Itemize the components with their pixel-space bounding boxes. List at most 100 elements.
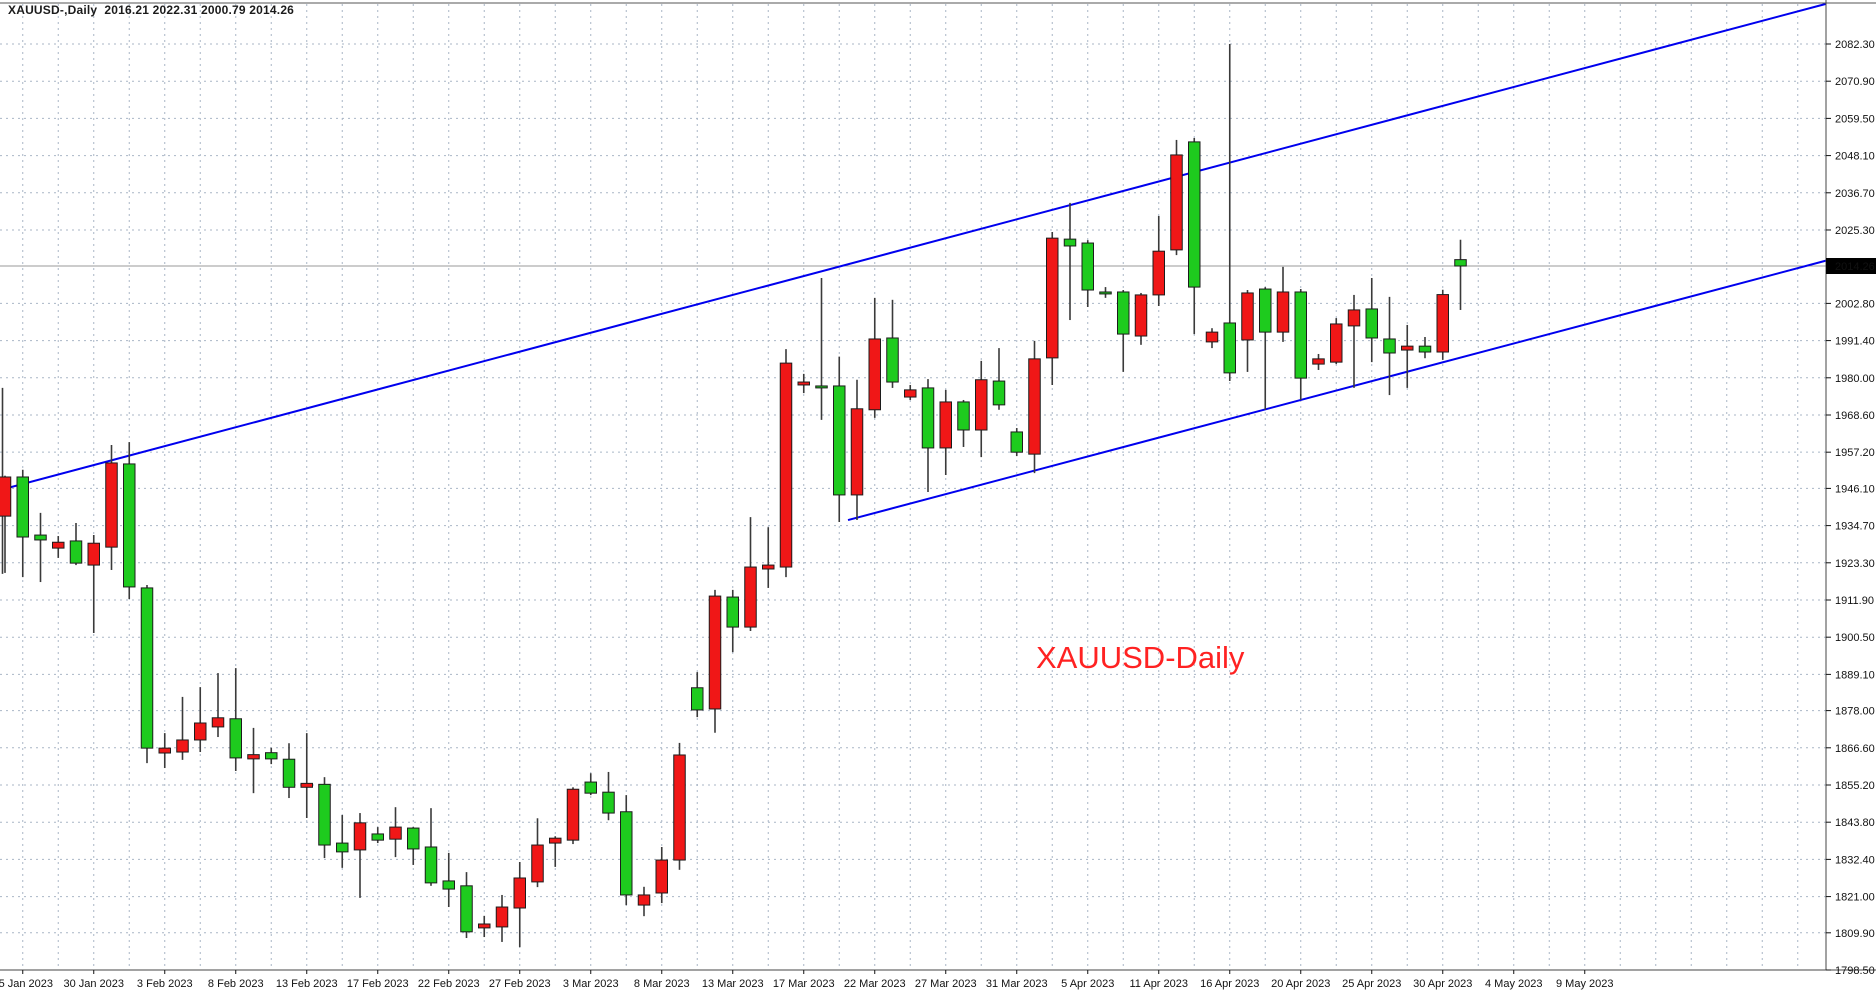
- bear-candle: [1383, 338, 1396, 354]
- bull-candle: [975, 379, 988, 431]
- bull-candle: [495, 906, 509, 928]
- bull-candle: [1241, 292, 1254, 341]
- bear-candle: [1454, 259, 1467, 267]
- bull-candle: [1205, 331, 1219, 343]
- bear-candle: [318, 783, 331, 846]
- svg-text:13 Mar 2023: 13 Mar 2023: [702, 978, 764, 990]
- price-axis[interactable]: 2082.30 2070.90 2059.50 2048.10 2036.70 2025.…: [1826, 39, 1875, 977]
- bear-candle: [815, 385, 828, 389]
- svg-text:22 Feb 2023: 22 Feb 2023: [418, 978, 480, 990]
- bull-candle: [300, 782, 313, 788]
- svg-text:2036.70: 2036.70: [1835, 188, 1875, 200]
- bull-candle: [1276, 291, 1290, 333]
- bull-candle: [531, 844, 544, 883]
- svg-text:2002.80: 2002.80: [1835, 298, 1875, 310]
- svg-text:1855.20: 1855.20: [1835, 780, 1875, 792]
- bull-candle: [389, 826, 402, 840]
- bull-candle: [1046, 237, 1059, 359]
- bull-candle: [1134, 294, 1148, 337]
- bear-candle: [691, 687, 704, 711]
- bull-candle: [52, 541, 65, 549]
- svg-text:13 Feb 2023: 13 Feb 2023: [276, 978, 338, 990]
- chart-watermark-label: XAUUSD-Daily: [1036, 640, 1245, 675]
- svg-text:4 May 2023: 4 May 2023: [1485, 978, 1542, 990]
- bull-candle: [105, 462, 118, 548]
- svg-text:1934.70: 1934.70: [1835, 521, 1875, 533]
- grid-lines: [0, 4, 1826, 971]
- bear-candle: [620, 811, 633, 896]
- time-axis[interactable]: 25 Jan 2023 30 Jan 2023 3 Feb 2023 8 Feb 20…: [0, 970, 1613, 990]
- svg-text:27 Mar 2023: 27 Mar 2023: [915, 978, 977, 990]
- svg-text:1878.00: 1878.00: [1835, 706, 1875, 718]
- svg-text:1889.10: 1889.10: [1835, 669, 1875, 681]
- svg-text:1821.00: 1821.00: [1835, 892, 1875, 904]
- bear-candle: [833, 385, 846, 496]
- svg-text:1968.60: 1968.60: [1835, 410, 1875, 422]
- bull-candle: [1152, 250, 1165, 296]
- trend-channel[interactable]: [0, 2, 1827, 522]
- bull-candle: [176, 739, 189, 753]
- bear-candle: [1117, 291, 1130, 335]
- bull-candle: [637, 894, 651, 906]
- bear-candle: [336, 842, 349, 853]
- bear-candle: [16, 476, 29, 538]
- bull-candle: [797, 381, 810, 386]
- bear-candle: [140, 587, 154, 749]
- svg-text:5 Apr 2023: 5 Apr 2023: [1061, 978, 1114, 990]
- bear-candle: [726, 596, 739, 628]
- bear-candle: [1188, 141, 1201, 288]
- svg-text:1911.90: 1911.90: [1835, 595, 1874, 607]
- bear-candle: [34, 534, 47, 541]
- svg-text:30 Apr 2023: 30 Apr 2023: [1413, 978, 1472, 990]
- svg-text:1957.20: 1957.20: [1835, 447, 1875, 459]
- bull-candle: [158, 747, 171, 754]
- bull-candle: [478, 923, 491, 929]
- bull-candle: [655, 859, 668, 894]
- svg-text:1980.00: 1980.00: [1835, 373, 1875, 385]
- bull-candle: [762, 564, 775, 570]
- svg-text:20 Apr 2023: 20 Apr 2023: [1271, 978, 1330, 990]
- bull-candle: [247, 754, 260, 760]
- bear-candle: [424, 846, 438, 884]
- current-price-badge: 2014.26: [1826, 258, 1876, 275]
- svg-text:9 May 2023: 9 May 2023: [1556, 978, 1613, 990]
- svg-text:1923.30: 1923.30: [1835, 558, 1875, 570]
- bear-candle: [992, 380, 1006, 406]
- chart-title-ohlc: XAUUSD-,Daily 2016.21 2022.31 2000.79 20…: [8, 3, 295, 17]
- svg-text:2059.50: 2059.50: [1835, 113, 1875, 125]
- bull-candle: [1401, 345, 1414, 351]
- svg-text:30 Jan 2023: 30 Jan 2023: [63, 978, 124, 990]
- svg-text:16 Apr 2023: 16 Apr 2023: [1200, 978, 1259, 990]
- bear-candle: [442, 880, 455, 890]
- svg-text:17 Mar 2023: 17 Mar 2023: [773, 978, 835, 990]
- bear-candle: [1099, 291, 1112, 295]
- svg-text:31 Mar 2023: 31 Mar 2023: [986, 978, 1048, 990]
- svg-text:2070.90: 2070.90: [1835, 76, 1875, 88]
- bear-candle: [229, 718, 242, 759]
- svg-text:2082.30: 2082.30: [1835, 39, 1875, 51]
- svg-text:1843.80: 1843.80: [1835, 817, 1875, 829]
- bear-candle: [371, 833, 384, 841]
- svg-text:8 Mar 2023: 8 Mar 2023: [634, 978, 690, 990]
- bull-candle: [194, 722, 207, 741]
- bull-candle: [566, 788, 580, 841]
- svg-text:3 Mar 2023: 3 Mar 2023: [563, 978, 619, 990]
- bear-candle: [1081, 242, 1094, 291]
- bear-candle: [1063, 238, 1077, 247]
- bear-candle: [407, 827, 420, 850]
- candles[interactable]: [0, 44, 1467, 948]
- svg-text:3 Feb 2023: 3 Feb 2023: [137, 978, 193, 990]
- bear-candle: [1294, 291, 1307, 379]
- bull-candle: [904, 389, 917, 398]
- bear-candle: [123, 463, 136, 588]
- bull-candle: [211, 717, 225, 728]
- svg-text:17 Feb 2023: 17 Feb 2023: [347, 978, 409, 990]
- bear-candle: [886, 337, 899, 383]
- svg-text:25 Jan 2023: 25 Jan 2023: [0, 978, 53, 990]
- svg-text:22 Mar 2023: 22 Mar 2023: [844, 978, 906, 990]
- bear-candle: [602, 791, 615, 814]
- bull-candle: [0, 476, 12, 517]
- bear-candle: [282, 758, 296, 788]
- bull-candle: [939, 401, 952, 449]
